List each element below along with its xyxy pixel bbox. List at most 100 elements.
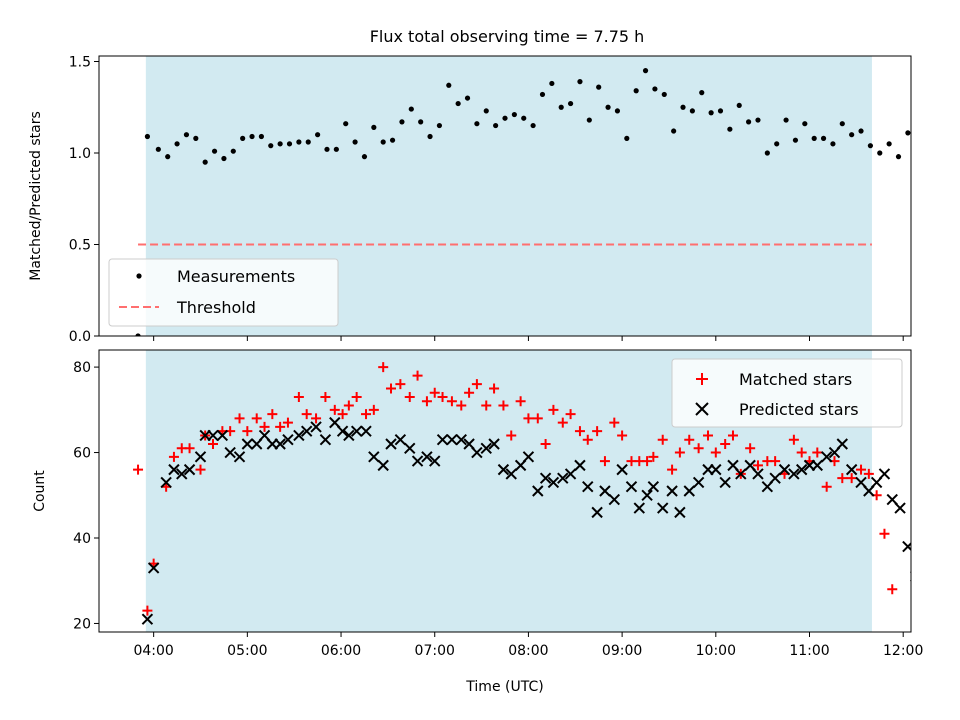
- legend-marker-predicted: [695, 402, 709, 416]
- predicted-star-point: [471, 446, 483, 459]
- series-matched-stars: [133, 362, 898, 616]
- legend: Measurements Threshold: [108, 258, 339, 327]
- matched-star-point: [557, 417, 568, 428]
- predicted-star-point: [377, 459, 389, 472]
- predicted-star-point: [616, 463, 628, 476]
- measurement-point: [502, 115, 508, 121]
- measurement-point: [380, 139, 386, 145]
- x-tick-label: 06:00: [321, 643, 361, 659]
- predicted-star-point: [480, 442, 492, 454]
- measurement-point: [830, 141, 836, 147]
- y-axis-label: Count: [32, 470, 48, 512]
- measurement-point: [727, 126, 733, 132]
- x-tick-label: 05:00: [227, 643, 267, 659]
- predicted-star-point: [241, 438, 254, 450]
- predicted-star-point: [488, 438, 500, 450]
- predicted-star-point: [497, 463, 510, 476]
- matched-star-point: [657, 434, 668, 445]
- matched-star-point: [489, 383, 500, 394]
- measurement-point: [464, 95, 471, 101]
- matched-star-point: [361, 409, 372, 420]
- measurement-point: [689, 108, 695, 114]
- y-axis-label: Matched/Predicted stars: [28, 111, 44, 281]
- matched-star-point: [168, 451, 179, 462]
- x-tick-label: 10:00: [696, 643, 736, 659]
- matched-star-point: [592, 426, 603, 437]
- predicted-star-point: [692, 476, 705, 489]
- predicted-star-point: [404, 442, 416, 454]
- measurement-point: [446, 82, 452, 88]
- matched-star-point: [609, 417, 620, 428]
- measurement-point: [877, 150, 883, 156]
- y-tick-label: 40: [73, 531, 91, 547]
- measurement-point: [858, 128, 864, 134]
- matched-star-point: [574, 426, 585, 437]
- measurement-point: [230, 148, 236, 154]
- measurement-point: [680, 104, 686, 110]
- predicted-star-point: [539, 472, 552, 484]
- matched-star-point: [320, 392, 331, 402]
- x-tick-label: 11:00: [789, 643, 829, 659]
- matched-star-point: [796, 447, 807, 458]
- measurement-point: [614, 108, 621, 114]
- matched-star-point: [837, 473, 848, 484]
- matched-star-point: [293, 392, 304, 402]
- measurement-point: [624, 135, 630, 141]
- matched-star-point: [234, 413, 245, 424]
- predicted-star-point: [310, 421, 322, 433]
- measurement-point: [286, 141, 293, 147]
- predicted-star-point: [845, 463, 858, 476]
- measurement-point: [549, 80, 555, 87]
- matched-star-point: [412, 370, 423, 381]
- matched-star-point: [540, 439, 551, 449]
- matched-star-point: [464, 387, 475, 398]
- matched-star-point: [788, 434, 799, 445]
- matched-star-point: [548, 404, 559, 415]
- predicted-star-point: [599, 485, 611, 497]
- measurement-point: [558, 104, 564, 110]
- matched-star-point: [429, 387, 440, 398]
- measurement-point: [642, 68, 649, 74]
- predicted-star-point: [274, 438, 286, 450]
- predicted-star-point: [350, 425, 363, 437]
- matched-star-point: [337, 409, 348, 420]
- matched-star-point: [195, 464, 206, 475]
- x-tick-label: 08:00: [508, 643, 548, 659]
- predicted-star-point: [719, 476, 731, 489]
- matched-star-point: [523, 413, 534, 424]
- measurement-point: [849, 132, 855, 138]
- matched-star-point: [667, 464, 678, 475]
- predicted-star-point: [769, 472, 781, 484]
- predicted-star-point: [811, 459, 824, 472]
- predicted-star-point: [160, 476, 172, 489]
- predicted-star-point: [666, 485, 678, 497]
- predicted-star-point: [233, 451, 246, 463]
- measurement-point: [221, 155, 227, 162]
- matched-star-point: [471, 379, 482, 390]
- predicted-star-point: [183, 463, 196, 476]
- matched-star-point: [582, 434, 593, 445]
- predicted-star-point: [394, 434, 407, 446]
- matched-star-point: [142, 605, 153, 616]
- matched-star-point: [648, 451, 659, 462]
- measurement-point: [933, 152, 938, 157]
- measurement-point: [661, 91, 667, 98]
- predicted-star-point: [282, 434, 294, 446]
- y-tick-label: 80: [73, 360, 91, 376]
- predicted-star-point: [505, 468, 517, 480]
- measurement-point: [361, 154, 368, 160]
- measurement-point: [783, 117, 789, 123]
- predicted-star-point: [194, 451, 207, 463]
- measurement-point: [530, 122, 536, 129]
- predicted-star-point: [446, 434, 458, 446]
- predicted-star-point: [902, 540, 911, 553]
- predicted-star-point: [522, 451, 535, 463]
- measurement-point: [886, 141, 892, 147]
- matched-star-point: [684, 434, 695, 445]
- measurement-point: [905, 130, 911, 136]
- matched-star-point: [446, 396, 457, 407]
- measurement-point: [305, 139, 311, 145]
- predicted-star-point: [141, 613, 154, 625]
- matched-star-point: [267, 409, 278, 420]
- matched-star-point: [207, 439, 218, 449]
